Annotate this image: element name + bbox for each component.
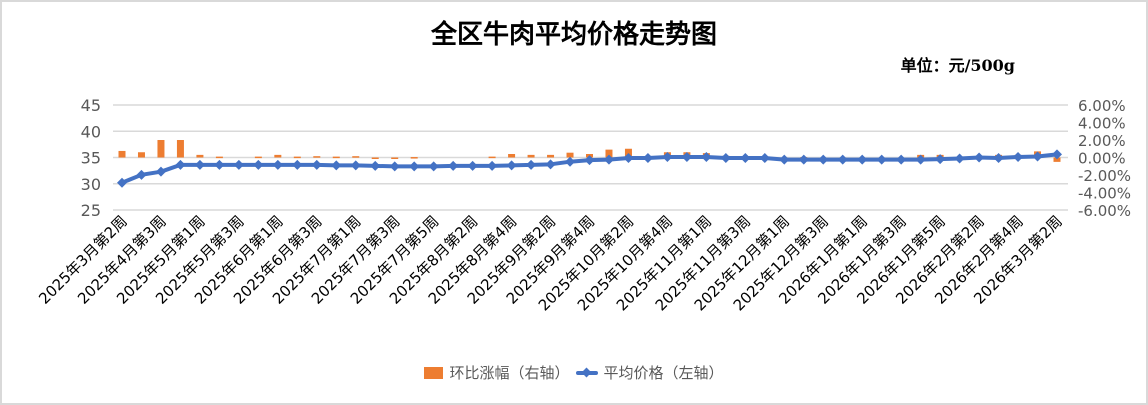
- diamond-marker-icon: [837, 154, 848, 165]
- diamond-marker-icon: [896, 154, 907, 165]
- diamond-marker-icon: [584, 155, 595, 166]
- diamond-marker-icon: [506, 160, 517, 171]
- diamond-marker-icon: [1052, 149, 1062, 160]
- left-axis-tick: 40: [81, 122, 101, 141]
- left-axis-tick: 35: [81, 149, 101, 168]
- legend-item-bar[interactable]: 环比涨幅（右轴）: [424, 362, 570, 383]
- diamond-marker-icon: [526, 159, 537, 170]
- diamond-marker-icon: [915, 154, 926, 165]
- bar: [274, 154, 282, 158]
- right-axis-tick: 4.00%: [1078, 115, 1126, 133]
- bar: [352, 156, 360, 158]
- bar: [176, 140, 184, 158]
- bar-swatch-icon: [424, 366, 444, 379]
- diamond-marker-icon: [876, 154, 887, 165]
- bar: [332, 156, 340, 159]
- diamond-marker-icon: [370, 160, 381, 171]
- diamond-marker-icon: [662, 151, 673, 162]
- bar: [196, 154, 204, 158]
- diamond-marker-icon: [272, 159, 283, 170]
- diamond-marker-icon: [642, 153, 653, 164]
- diamond-marker-icon: [1013, 151, 1024, 162]
- bar: [566, 152, 574, 158]
- bar: [508, 154, 516, 158]
- diamond-marker-icon: [428, 161, 439, 172]
- chart-title: 全区牛肉平均价格走势图: [430, 20, 717, 50]
- diamond-marker-icon: [681, 151, 692, 162]
- left-axis-tick: 30: [81, 175, 101, 194]
- diamond-marker-icon: [740, 153, 751, 164]
- legend: 环比涨幅（右轴） 平均价格（左轴）: [0, 362, 1148, 383]
- bar: [410, 157, 418, 159]
- diamond-marker-icon: [448, 160, 459, 171]
- diamond-marker-icon: [175, 159, 186, 170]
- bar: [118, 150, 126, 158]
- diamond-marker-icon: [993, 153, 1004, 164]
- bar: [157, 140, 165, 158]
- right-axis-tick: -2.00%: [1078, 167, 1131, 185]
- diamond-marker-icon: [311, 159, 322, 170]
- diamond-marker-icon: [857, 154, 868, 165]
- bar: [313, 156, 321, 158]
- diamond-marker-icon: [467, 160, 478, 171]
- diamond-marker-icon: [935, 154, 946, 165]
- diamond-marker-icon: [1032, 151, 1043, 162]
- diamond-marker-icon: [350, 160, 361, 171]
- line-marker-icon: [575, 367, 598, 379]
- bar: [254, 156, 262, 159]
- diamond-marker-icon: [759, 153, 770, 164]
- bar: [215, 156, 223, 159]
- diamond-marker-icon: [136, 169, 147, 180]
- bar: [547, 154, 555, 158]
- left-axis-tick: 25: [81, 201, 101, 220]
- right-axis-tick: 2.00%: [1078, 132, 1126, 150]
- diamond-marker-icon: [779, 154, 790, 165]
- right-axis-tick: -6.00%: [1078, 202, 1131, 220]
- left-axis-tick: 45: [81, 96, 101, 115]
- diamond-marker-icon: [487, 160, 498, 171]
- unit-label: 单位：元/500g: [900, 56, 1015, 75]
- bar: [1053, 157, 1061, 162]
- diamond-marker-icon: [974, 152, 985, 163]
- bar: [137, 152, 145, 158]
- bar: [391, 157, 399, 159]
- diamond-marker-icon: [409, 161, 420, 172]
- diamond-marker-icon: [720, 153, 731, 164]
- right-axis-tick: 6.00%: [1078, 97, 1126, 115]
- diamond-marker-icon: [253, 159, 264, 170]
- diamond-marker-icon: [389, 161, 400, 172]
- diamond-marker-icon: [798, 154, 809, 165]
- diamond-marker-icon: [545, 159, 556, 170]
- diamond-marker-icon: [117, 177, 127, 188]
- diamond-marker-icon: [233, 159, 244, 170]
- legend-item-line[interactable]: 平均价格（左轴）: [575, 362, 724, 383]
- bar: [371, 157, 379, 159]
- bar: [293, 156, 301, 159]
- diamond-marker-icon: [194, 159, 205, 170]
- right-axis-tick: 0.00%: [1078, 150, 1126, 168]
- bar: [488, 156, 496, 159]
- diamond-marker-icon: [331, 160, 342, 171]
- diamond-marker-icon: [155, 166, 166, 177]
- legend-line-label: 平均价格（左轴）: [603, 364, 724, 382]
- bar: [605, 149, 613, 158]
- diamond-marker-icon: [701, 151, 712, 162]
- diamond-marker-icon: [292, 159, 303, 170]
- diamond-marker-icon: [565, 156, 576, 167]
- diamond-marker-icon: [818, 154, 829, 165]
- legend-bar-label: 环比涨幅（右轴）: [449, 364, 570, 382]
- diamond-marker-icon: [954, 153, 965, 164]
- bar: [527, 154, 535, 158]
- diamond-marker-icon: [214, 159, 225, 170]
- right-axis-tick: -4.00%: [1078, 185, 1131, 203]
- diamond-marker-icon: [623, 153, 634, 164]
- diamond-marker-icon: [603, 154, 614, 165]
